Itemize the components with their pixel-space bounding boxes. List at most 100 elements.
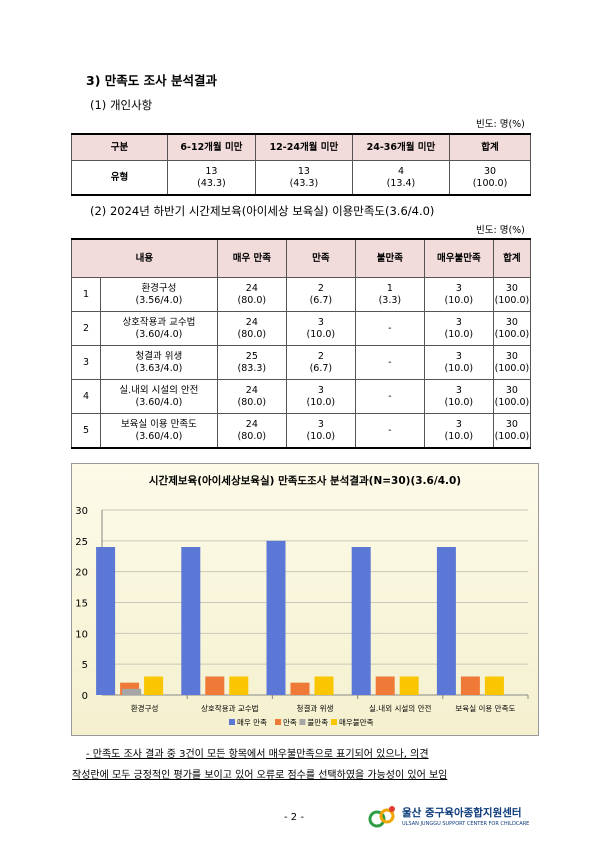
center-name: 울산 중구육아종합지원센터 <box>402 807 522 819</box>
table-cell: 1 (3.3) <box>354 277 425 312</box>
header-cell: 6-12개월 미만 <box>167 133 256 161</box>
table-cell: 3 (10.0) <box>423 311 494 346</box>
note-line-2: 작성란에 모두 긍정적인 평가를 보이고 있어 오류로 점수를 선택하였을 가능… <box>72 770 448 781</box>
row-number: 3 <box>71 345 101 380</box>
table-cell: 13 (43.3) <box>167 160 256 196</box>
table-cell: 3 (10.0) <box>285 311 356 346</box>
table-row: 4 실.내외 시설의 안전 (3.60/4.0) 24 (80.0) 3 (10.0) -3(… <box>71 379 532 414</box>
bar <box>181 547 201 695</box>
header-cell: 24-36개월 미만 <box>351 133 451 161</box>
row-item: 환경구성 (3.56/4.0) <box>100 277 218 312</box>
bar <box>484 676 504 695</box>
bar <box>436 547 456 695</box>
header-cell: 만족 <box>285 238 356 278</box>
bar <box>290 682 310 695</box>
table-row: 유형 13 (43.3) 13 (43.3) 4 (13.4) 30 (100.0) <box>71 160 531 196</box>
center-logo-icon <box>368 804 398 834</box>
y-tick-label: 5 <box>82 660 88 671</box>
page-number: - 2 - <box>284 812 304 823</box>
header-cell: 내용 <box>71 238 218 278</box>
row-number: 4 <box>71 379 101 414</box>
bar <box>460 676 480 695</box>
legend-swatch <box>299 719 306 725</box>
x-tick-label: 보육실 이용 만족도 <box>455 703 515 713</box>
row-item: 청결과 위생 (3.63/4.0) <box>100 345 218 380</box>
bar <box>314 676 334 695</box>
table-row: 3 청결과 위생 (3.63/4.0) 25 (83.3) 2 (6.7) -3 (10.0) 3… <box>71 345 532 380</box>
y-tick-label: 0 <box>82 691 88 702</box>
y-tick-label: 30 <box>75 506 88 517</box>
table-cell: 25 (83.3) <box>216 345 287 380</box>
table-cell: 24 (80.0) <box>216 413 287 449</box>
legend-swatch <box>275 719 281 725</box>
bar <box>375 676 395 695</box>
unit-label-2: 빈도: 명(%) <box>476 225 525 236</box>
table-cell: 2 (6.7) <box>285 277 356 312</box>
legend-label: 만족 <box>283 718 297 727</box>
x-tick-label: 청결과 위생 <box>297 703 334 713</box>
row-number: 1 <box>71 277 101 312</box>
table-cell: 3 (10.0) <box>285 413 356 449</box>
table-cell: 3 (10.0) <box>423 413 494 449</box>
header-cell: 합계 <box>492 238 532 278</box>
bar <box>399 676 419 695</box>
table-cell: - <box>354 345 425 380</box>
chart-title: 시간제보육(아이세상보육실) 만족도조사 분석결과(N=30)(3.6/4.0) <box>149 474 461 487</box>
table-cell: 30 (100.0) <box>492 311 532 346</box>
table-row: 5 보육실 이용 만족도 (3.60/4.0) 24 (80.0) 3 (10.0) -3 (1… <box>71 413 532 449</box>
bar <box>96 547 116 695</box>
center-name-en: ULSAN JUNGGU SUPPORT CENTER FOR CHILDCAR… <box>402 821 530 827</box>
table-header-row: 내용 매우 만족 만족 불만족 매우불만족 합계 <box>71 238 532 278</box>
header-cell: 구분 <box>71 133 168 161</box>
row-item: 상호작용과 교수법 (3.60/4.0) <box>100 311 218 346</box>
table-row: 1 환경구성 (3.56/4.0) 24 (80.0) 2 (6.7) 1 (3.3) 3 (10.… <box>71 277 532 312</box>
row-label: 유형 <box>71 160 168 196</box>
table-cell: - <box>354 413 425 449</box>
bar <box>122 688 142 695</box>
bar <box>205 676 225 695</box>
table-cell: 30 (100.0) <box>449 160 531 196</box>
table-cell: 30 (100.0) <box>492 277 532 312</box>
row-item: 보육실 이용 만족도 (3.60/4.0) <box>100 413 218 449</box>
table-cell: 30 (100.0) <box>492 379 532 414</box>
legend-swatch <box>229 719 235 725</box>
bar <box>351 547 371 695</box>
x-tick-label: 상호작용과 교수법 <box>201 703 259 713</box>
satisfaction-chart: 시간제보육(아이세상보육실) 만족도조사 분석결과(N=30)(3.6/4.0)… <box>71 463 539 736</box>
table-cell: 3 (10.0) <box>423 345 494 380</box>
y-tick-label: 25 <box>75 537 88 548</box>
x-tick-label: 환경구성 <box>131 703 159 713</box>
table-header-row: 구분 6-12개월 미만 12-24개월 미만 24-36개월 미만 합계 <box>71 133 531 161</box>
table-cell: 13 (43.3) <box>254 160 353 196</box>
header-cell: 합계 <box>449 133 531 161</box>
table-cell: 30 (100.0) <box>492 345 532 380</box>
bar <box>266 540 286 695</box>
table-cell: 30 (100.0) <box>492 413 532 449</box>
table-cell: 4 (13.4) <box>351 160 451 196</box>
table-cell: 3 (10.0) <box>423 379 494 414</box>
header-cell: 매우불만족 <box>423 238 494 278</box>
legend-swatch <box>331 719 337 725</box>
y-tick-label: 15 <box>75 599 88 610</box>
table-cell: 3 (10.0) <box>423 277 494 312</box>
bar <box>229 676 249 695</box>
header-cell: 12-24개월 미만 <box>254 133 353 161</box>
legend-label: 매우 만족 <box>237 718 267 727</box>
legend-label: 매우불만족 <box>339 718 374 727</box>
bar <box>144 676 164 695</box>
table-cell: - <box>354 379 425 414</box>
table-cell: 3 (10.0) <box>285 379 356 414</box>
note-line-1: - 만족도 조사 결과 중 3건이 모든 항목에서 매우불만족으로 표기되어 있… <box>86 749 429 760</box>
table-cell: 24 (80.0) <box>216 277 287 312</box>
y-tick-label: 20 <box>75 568 88 579</box>
row-item: 실.내외 시설의 안전 (3.60/4.0) <box>100 379 218 414</box>
table-cell: - <box>354 311 425 346</box>
table-cell: 24 (80.0) <box>216 379 287 414</box>
y-tick-label: 10 <box>75 629 88 640</box>
header-cell: 불만족 <box>354 238 425 278</box>
row-number: 2 <box>71 311 101 346</box>
header-cell: 매우 만족 <box>216 238 287 278</box>
row-number: 5 <box>71 413 101 449</box>
personal-info-table: 구분 6-12개월 미만 12-24개월 미만 24-36개월 미만 합계 유형… <box>71 133 531 196</box>
section-heading: 3) 만족도 조사 분석결과 <box>86 73 217 88</box>
